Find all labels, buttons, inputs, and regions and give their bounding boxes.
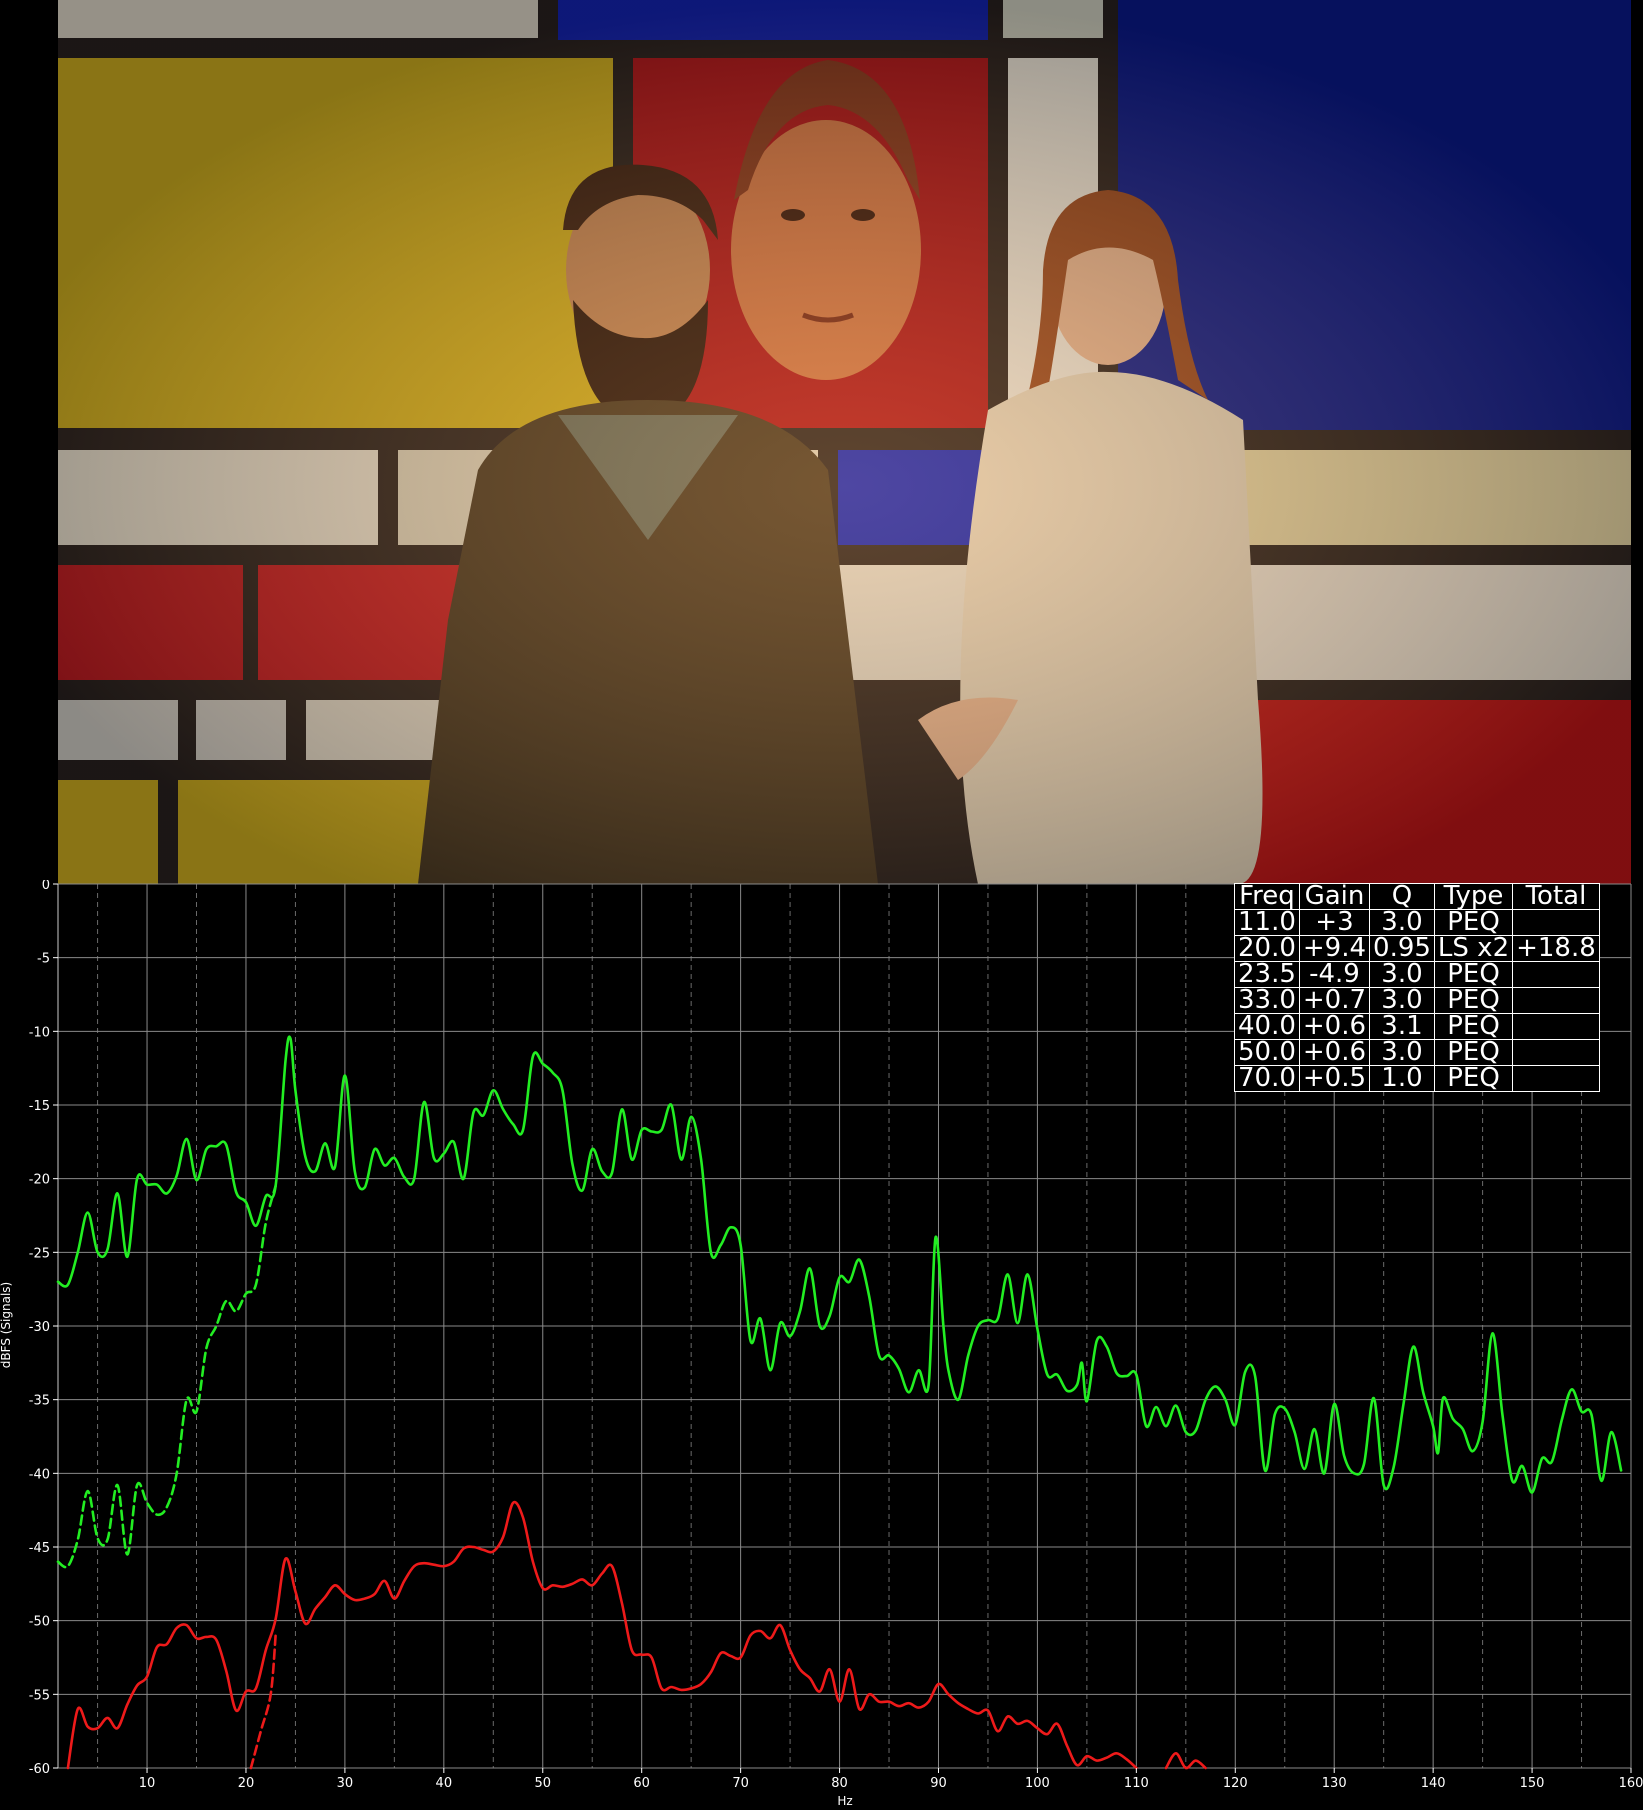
table-cell: 0.95 <box>1369 935 1435 962</box>
table-cell: LS x2 <box>1433 935 1514 962</box>
y-tick-label: -30 <box>29 1320 50 1335</box>
y-axis-label: dBFS (Signals) <box>0 1282 13 1368</box>
table-row: 33.0 +0.7 3.0 PEQ <box>1234 987 1600 1014</box>
table-cell <box>1512 961 1600 988</box>
x-tick-label: 100 <box>1025 1776 1050 1791</box>
series-line-4 <box>249 1634 277 1770</box>
table-cell <box>1512 909 1600 936</box>
table-cell <box>1512 1013 1600 1040</box>
x-tick-label: 160 <box>1619 1776 1643 1791</box>
table-cell: -4.9 <box>1298 961 1371 988</box>
table-row: 40.0 +0.6 3.1 PEQ <box>1234 1013 1600 1040</box>
series-line-2 <box>66 1500 1138 1770</box>
y-tick-label: -5 <box>37 952 50 967</box>
x-tick-label: 110 <box>1124 1776 1149 1791</box>
poster-image <box>58 0 1631 884</box>
table-cell: 11.0 <box>1234 909 1300 936</box>
table-row: Freq Gain Q Type Total <box>1234 883 1600 910</box>
x-tick-label: 80 <box>831 1776 848 1791</box>
y-tick-label: -45 <box>29 1541 50 1556</box>
x-tick-label: 20 <box>238 1776 255 1791</box>
table-cell <box>1512 987 1600 1014</box>
table-row: 23.5 -4.9 3.0 PEQ <box>1234 961 1600 988</box>
header-gain: Gain <box>1298 883 1371 910</box>
series-layer <box>56 1035 1623 1770</box>
table-cell: PEQ <box>1433 961 1514 988</box>
eq-table-header: Freq Gain Q Type Total <box>1234 883 1600 910</box>
y-tick-label: -20 <box>29 1173 50 1188</box>
table-cell: PEQ <box>1433 1039 1514 1066</box>
table-cell: 33.0 <box>1234 987 1300 1014</box>
x-tick-label: 130 <box>1322 1776 1347 1791</box>
table-cell: +0.5 <box>1298 1065 1371 1092</box>
eq-table-body: 11.0 +3 3.0 PEQ 20.0 +9.4 0.95 LS x2 +18.8 23.5 -4… <box>1234 909 1600 1092</box>
header-q: Q <box>1369 883 1435 910</box>
x-tick-label: 60 <box>633 1776 650 1791</box>
series-line-1 <box>56 1184 277 1569</box>
eq-filter-table: Freq Gain Q Type Total 11.0 +3 3.0 PEQ 20.0 +… <box>1234 883 1600 1092</box>
table-cell: +18.8 <box>1512 935 1600 962</box>
table-cell: 3.0 <box>1369 909 1435 936</box>
y-tick-label: 0 <box>42 880 50 893</box>
x-tick-label: 70 <box>732 1776 749 1791</box>
table-row: 50.0 +0.6 3.0 PEQ <box>1234 1039 1600 1066</box>
header-freq: Freq <box>1234 883 1300 910</box>
tick-labels: 10 20 30 40 50 60 70 80 90 100 110 120 130 140 150 160 0… <box>29 880 1643 1791</box>
x-tick-label: 10 <box>139 1776 156 1791</box>
table-cell: 1.0 <box>1369 1065 1435 1092</box>
x-tick-label: 140 <box>1421 1776 1446 1791</box>
table-cell: +0.6 <box>1298 1039 1371 1066</box>
series-line-0 <box>56 1035 1623 1494</box>
table-row: 70.0 +0.5 1.0 PEQ <box>1234 1065 1600 1092</box>
header-total: Total <box>1512 883 1600 910</box>
table-cell: +3 <box>1298 909 1371 936</box>
table-cell: 3.0 <box>1369 1039 1435 1066</box>
y-tick-label: -15 <box>29 1099 50 1114</box>
y-tick-label: -35 <box>29 1394 50 1409</box>
table-cell: +0.7 <box>1298 987 1371 1014</box>
table-cell: PEQ <box>1433 909 1514 936</box>
x-tick-label: 40 <box>436 1776 453 1791</box>
y-tick-label: -10 <box>29 1025 50 1040</box>
table-row: 11.0 +3 3.0 PEQ <box>1234 909 1600 936</box>
series-line-3 <box>1164 1752 1207 1770</box>
table-cell: 40.0 <box>1234 1013 1300 1040</box>
table-row: 20.0 +9.4 0.95 LS x2 +18.8 <box>1234 935 1600 962</box>
table-cell: 70.0 <box>1234 1065 1300 1092</box>
x-tick-label: 50 <box>534 1776 551 1791</box>
table-cell <box>1512 1065 1600 1092</box>
y-tick-label: -40 <box>29 1467 50 1482</box>
x-tick-label: 30 <box>337 1776 354 1791</box>
table-cell <box>1512 1039 1600 1066</box>
x-tick-label: 90 <box>930 1776 947 1791</box>
header-type: Type <box>1433 883 1514 910</box>
x-axis-label: Hz <box>837 1794 852 1808</box>
y-tick-label: -60 <box>29 1762 50 1777</box>
table-cell: 23.5 <box>1234 961 1300 988</box>
y-tick-label: -25 <box>29 1246 50 1261</box>
table-cell: 20.0 <box>1234 935 1300 962</box>
x-tick-label: 120 <box>1223 1776 1248 1791</box>
table-cell: PEQ <box>1433 1065 1514 1092</box>
y-tick-label: -55 <box>29 1688 50 1703</box>
table-cell: 50.0 <box>1234 1039 1300 1066</box>
x-tick-label: 150 <box>1520 1776 1545 1791</box>
table-cell: PEQ <box>1433 1013 1514 1040</box>
table-cell: 3.0 <box>1369 961 1435 988</box>
table-cell: +9.4 <box>1298 935 1371 962</box>
poster-artwork <box>58 0 1631 884</box>
table-cell: 3.1 <box>1369 1013 1435 1040</box>
y-tick-label: -50 <box>29 1615 50 1630</box>
table-cell: +0.6 <box>1298 1013 1371 1040</box>
table-cell: PEQ <box>1433 987 1514 1014</box>
table-cell: 3.0 <box>1369 987 1435 1014</box>
